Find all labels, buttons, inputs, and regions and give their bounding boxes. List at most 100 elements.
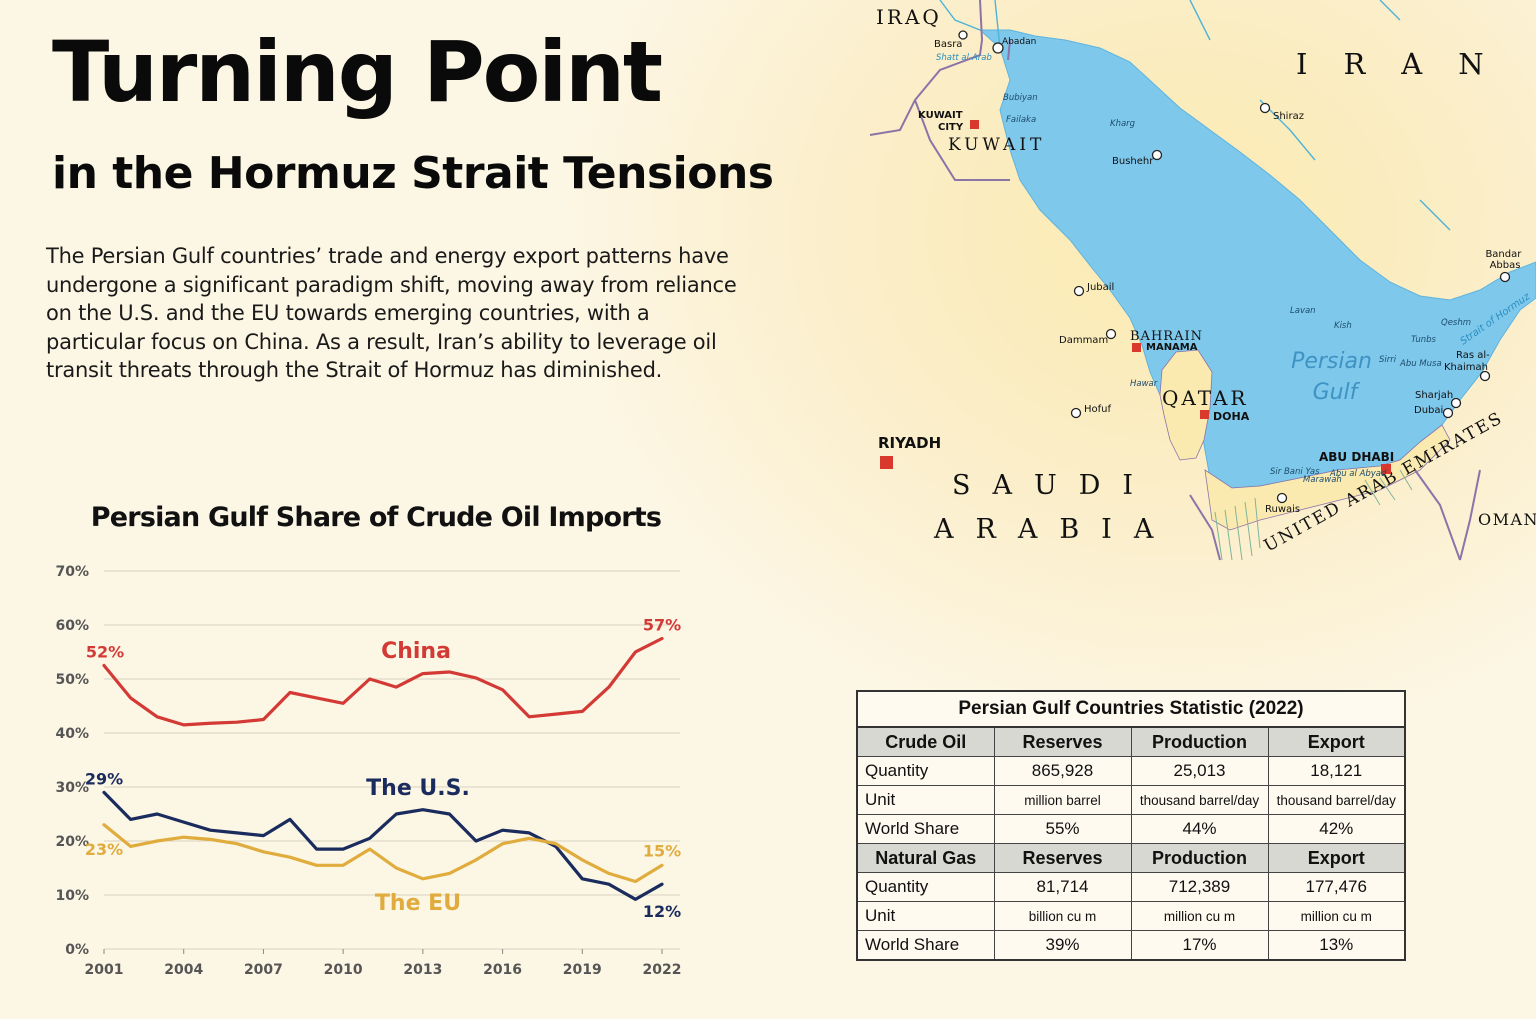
section-name: Crude Oil	[856, 726, 995, 757]
y-tick-label: 70%	[55, 564, 89, 580]
x-tick-label: 2007	[244, 962, 283, 978]
x-tick-label: 2013	[403, 962, 442, 978]
y-axis-ticks: 0% 10% 20% 30% 40% 50% 60% 70%	[55, 564, 89, 958]
neutral-zone	[1214, 469, 1413, 561]
row-label: World Share	[856, 930, 995, 961]
row-label: Unit	[856, 785, 995, 815]
uae-coast	[1204, 424, 1451, 531]
x-tick-label: 2019	[563, 962, 602, 978]
city-label: Ras al- Khaimah	[1444, 350, 1493, 373]
persian-gulf-map: IRAQ IRAN KUWAIT SAUDI ARABIA QATAR BAHR…	[869, 0, 1536, 561]
minor-label: Sirri	[1379, 355, 1397, 365]
x-tick-label: 2001	[85, 962, 124, 978]
persian-gulf-sea	[978, 29, 1536, 489]
table-caption-row: Persian Gulf Countries Statistic (2022)	[856, 690, 1406, 728]
table-cell: million barrel	[993, 785, 1132, 815]
city-label: Sharjah	[1415, 390, 1453, 401]
capital-label: KUWAIT CITY	[918, 110, 966, 133]
statistics-table: Persian Gulf Countries Statistic (2022) …	[856, 690, 1406, 961]
minor-label: Kish	[1334, 321, 1352, 331]
minor-label: Kharg	[1110, 119, 1136, 129]
chart-series	[102, 636, 664, 901]
city-label: Abadan	[1002, 37, 1036, 47]
row-label: World Share	[856, 814, 995, 844]
chart-title: Persian Gulf Share of Crude Oil Imports	[91, 502, 661, 533]
table-cell: million cu m	[1267, 901, 1406, 931]
x-axis-ticks: 2001 2004 2007 2010 2013 2016 2019 2022	[85, 949, 682, 978]
city-label: Ruwais	[1265, 504, 1300, 515]
table-row: Unit billion cu m million cu m million c…	[856, 901, 1406, 931]
chart-gridlines	[104, 570, 680, 950]
minor-label: Tunbs	[1411, 335, 1437, 345]
table-row: Quantity 81,714 712,389 177,476	[856, 872, 1406, 902]
city-label: Bandar Abbas	[1485, 249, 1524, 271]
intro-paragraph: The Persian Gulf countries’ trade and en…	[46, 244, 737, 383]
city-label: Hofuf	[1084, 404, 1111, 415]
city-label: Dubai	[1414, 405, 1443, 416]
capital-marker	[970, 120, 979, 129]
capital-label: DOHA	[1213, 410, 1250, 423]
qatar-peninsula	[1159, 349, 1213, 461]
page-title: Turning Point	[52, 23, 663, 121]
table-cell: million cu m	[1130, 901, 1269, 931]
page-subtitle: in the Hormuz Strait Tensions	[52, 148, 774, 199]
column-header: Export	[1267, 726, 1406, 757]
country-label: QATAR	[1162, 386, 1249, 410]
x-tick-label: 2010	[324, 962, 363, 978]
minor-label: Abu Musa	[1399, 359, 1442, 369]
city-label: Jubail	[1086, 282, 1114, 293]
minor-label: Qeshm	[1441, 318, 1471, 328]
country-label: OMAN	[1478, 510, 1536, 529]
city-markers	[958, 30, 1511, 504]
x-tick-label: 2022	[643, 962, 682, 978]
table-cell: 712,389	[1130, 872, 1269, 902]
row-label: Quantity	[856, 872, 995, 902]
capital-label: RIYADH	[878, 434, 941, 452]
capital-label: ABU DHABI	[1319, 450, 1394, 464]
y-tick-label: 40%	[55, 726, 89, 742]
city-label: Bushehr	[1112, 156, 1154, 167]
series-name-label: The U.S.	[366, 776, 470, 801]
table-cell: 42%	[1267, 814, 1406, 844]
rivers	[939, 0, 1451, 231]
y-tick-label: 0%	[65, 942, 89, 958]
column-header: Reserves	[993, 843, 1132, 873]
table-cell: 13%	[1267, 930, 1406, 961]
section-name: Natural Gas	[856, 843, 995, 873]
table-section-header: Crude Oil Reserves Production Export	[856, 726, 1406, 757]
data-label-start: 23%	[85, 840, 123, 859]
row-label: Quantity	[856, 756, 995, 786]
city-label: Basra	[934, 39, 962, 50]
series-name-label: The EU	[375, 891, 461, 916]
y-tick-label: 10%	[55, 888, 89, 904]
minor-label: Sir Bani Yas	[1270, 467, 1320, 477]
table-cell: 865,928	[993, 756, 1132, 786]
data-label-start: 29%	[85, 769, 123, 788]
table-cell: 81,714	[993, 872, 1132, 902]
row-label: Unit	[856, 901, 995, 931]
y-tick-label: 50%	[55, 672, 89, 688]
column-header: Reserves	[993, 726, 1132, 757]
capital-marker	[1200, 410, 1209, 419]
x-tick-label: 2016	[483, 962, 522, 978]
capital-marker	[880, 456, 893, 469]
city-label: Shiraz	[1273, 111, 1304, 122]
data-label-start: 52%	[86, 643, 124, 662]
table-cell: 39%	[993, 930, 1132, 961]
country-label: IRAN	[1296, 47, 1520, 81]
table-cell: 177,476	[1267, 872, 1406, 902]
table-cell: billion cu m	[993, 901, 1132, 931]
minor-label: Bubiyan	[1003, 93, 1038, 103]
data-label-end: 15%	[643, 841, 681, 860]
minor-label: Hawar	[1130, 379, 1158, 389]
x-tick-label: 2004	[164, 962, 203, 978]
city-label: Dammam	[1059, 335, 1108, 346]
table-row: Quantity 865,928 25,013 18,121	[856, 756, 1406, 786]
data-label-end: 12%	[643, 902, 681, 921]
y-tick-label: 60%	[55, 618, 89, 634]
country-borders	[869, 0, 1481, 561]
series-line	[102, 790, 664, 901]
column-header: Production	[1130, 843, 1269, 873]
table-section-header: Natural Gas Reserves Production Export	[856, 843, 1406, 873]
